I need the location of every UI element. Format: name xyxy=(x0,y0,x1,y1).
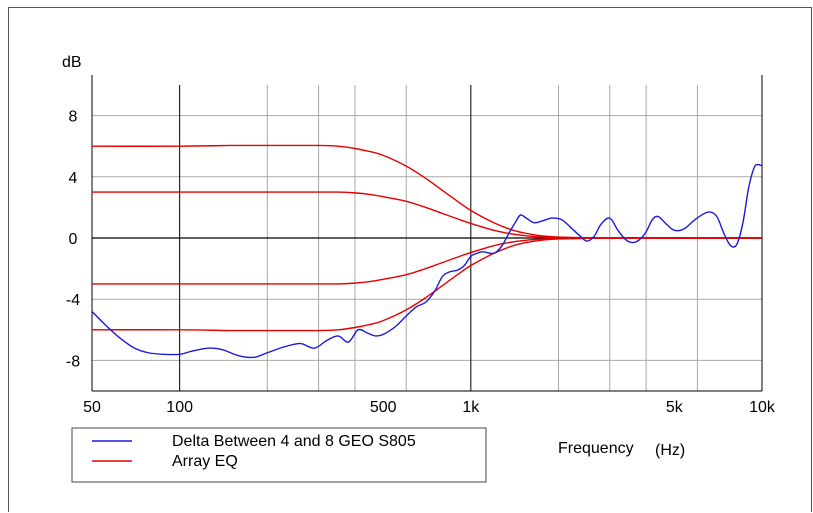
series-layer xyxy=(91,144,763,359)
x-axis-label: Frequency xyxy=(558,440,634,457)
y-tick-label: 4 xyxy=(69,170,78,187)
y-tick-label: -8 xyxy=(66,353,80,370)
delta-curve xyxy=(91,163,763,359)
array-eq-curve-3 xyxy=(92,237,762,285)
y-tick-label: 8 xyxy=(69,109,78,126)
array-eq-curve-4 xyxy=(91,237,762,332)
axes xyxy=(91,75,763,392)
y-tick-label: -4 xyxy=(66,292,80,309)
x-tick-label: 100 xyxy=(166,399,193,416)
legend-label-delta: Delta Between 4 and 8 GEO S805 xyxy=(172,433,416,450)
x-tick-label: 50 xyxy=(83,399,101,416)
legend-box xyxy=(71,427,487,483)
tick-labels: 8 4 0 -4 -8 50 100 500 1k 5k 10k xyxy=(66,109,776,416)
chart-frame xyxy=(8,7,812,512)
y-tick-label: 0 xyxy=(69,231,78,248)
array-eq-curve-2 xyxy=(92,191,762,239)
x-tick-label: 500 xyxy=(370,399,397,416)
x-tick-label: 10k xyxy=(749,399,776,416)
x-tick-label: 1k xyxy=(462,399,480,416)
x-axis-unit: (Hz) xyxy=(655,442,685,459)
y-axis-label: dB xyxy=(62,54,82,71)
legend: Delta Between 4 and 8 GEO S805 Array EQ xyxy=(71,427,487,483)
x-tick-label: 5k xyxy=(666,399,684,416)
legend-label-array-eq: Array EQ xyxy=(172,453,238,470)
